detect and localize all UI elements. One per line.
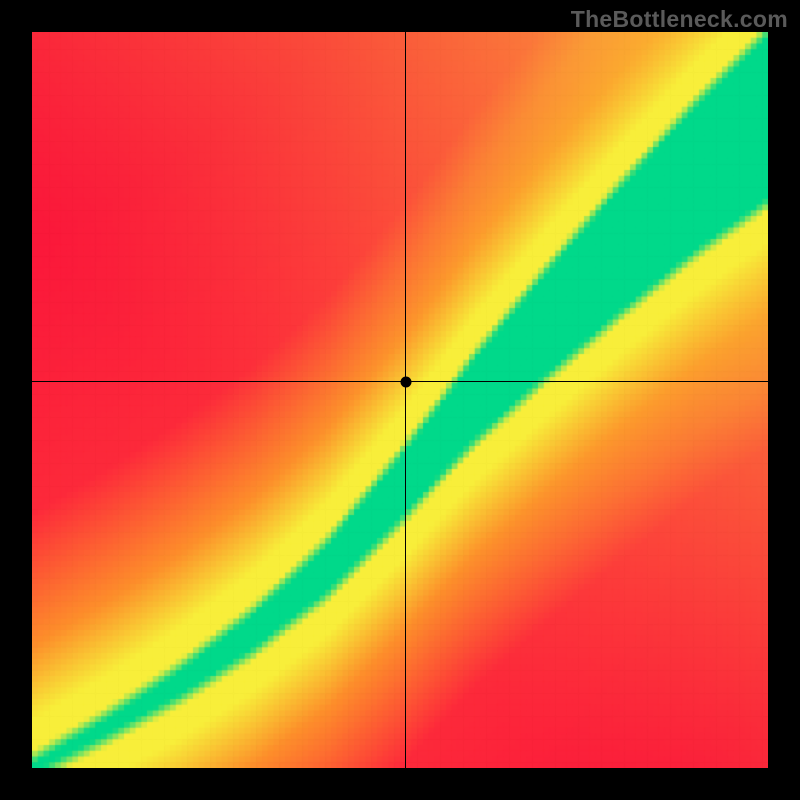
- chart-container: TheBottleneck.com: [0, 0, 800, 800]
- heatmap-canvas: [32, 32, 768, 768]
- watermark-text: TheBottleneck.com: [571, 6, 788, 33]
- plot-frame: [32, 32, 768, 768]
- crosshair-marker: [400, 376, 411, 387]
- crosshair-vertical: [405, 32, 406, 768]
